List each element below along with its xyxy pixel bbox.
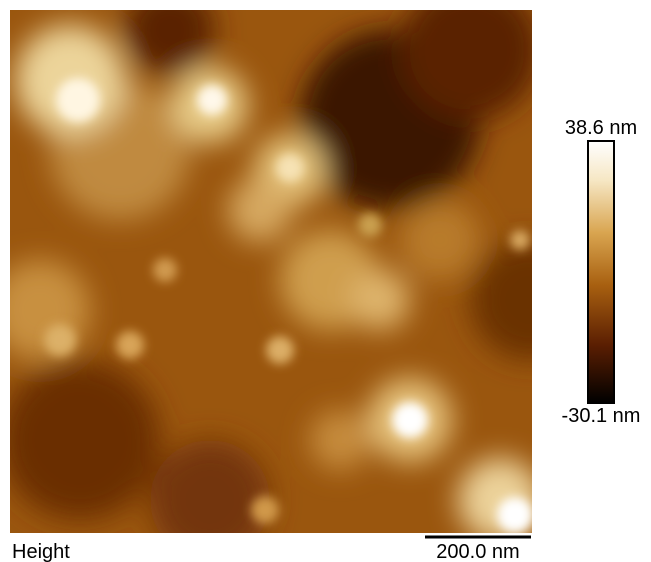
color-bar (588, 141, 614, 403)
height-map (0, 0, 590, 560)
color-max: 38.6 nm (565, 117, 637, 139)
channel-label: Height (12, 541, 70, 562)
color-min: -30.1 nm (562, 405, 641, 427)
afm-figure: 38.6 nm -30.1 nm Height 200.0 nm (0, 0, 651, 562)
scale-bar-label: 200.0 nm (436, 541, 519, 562)
